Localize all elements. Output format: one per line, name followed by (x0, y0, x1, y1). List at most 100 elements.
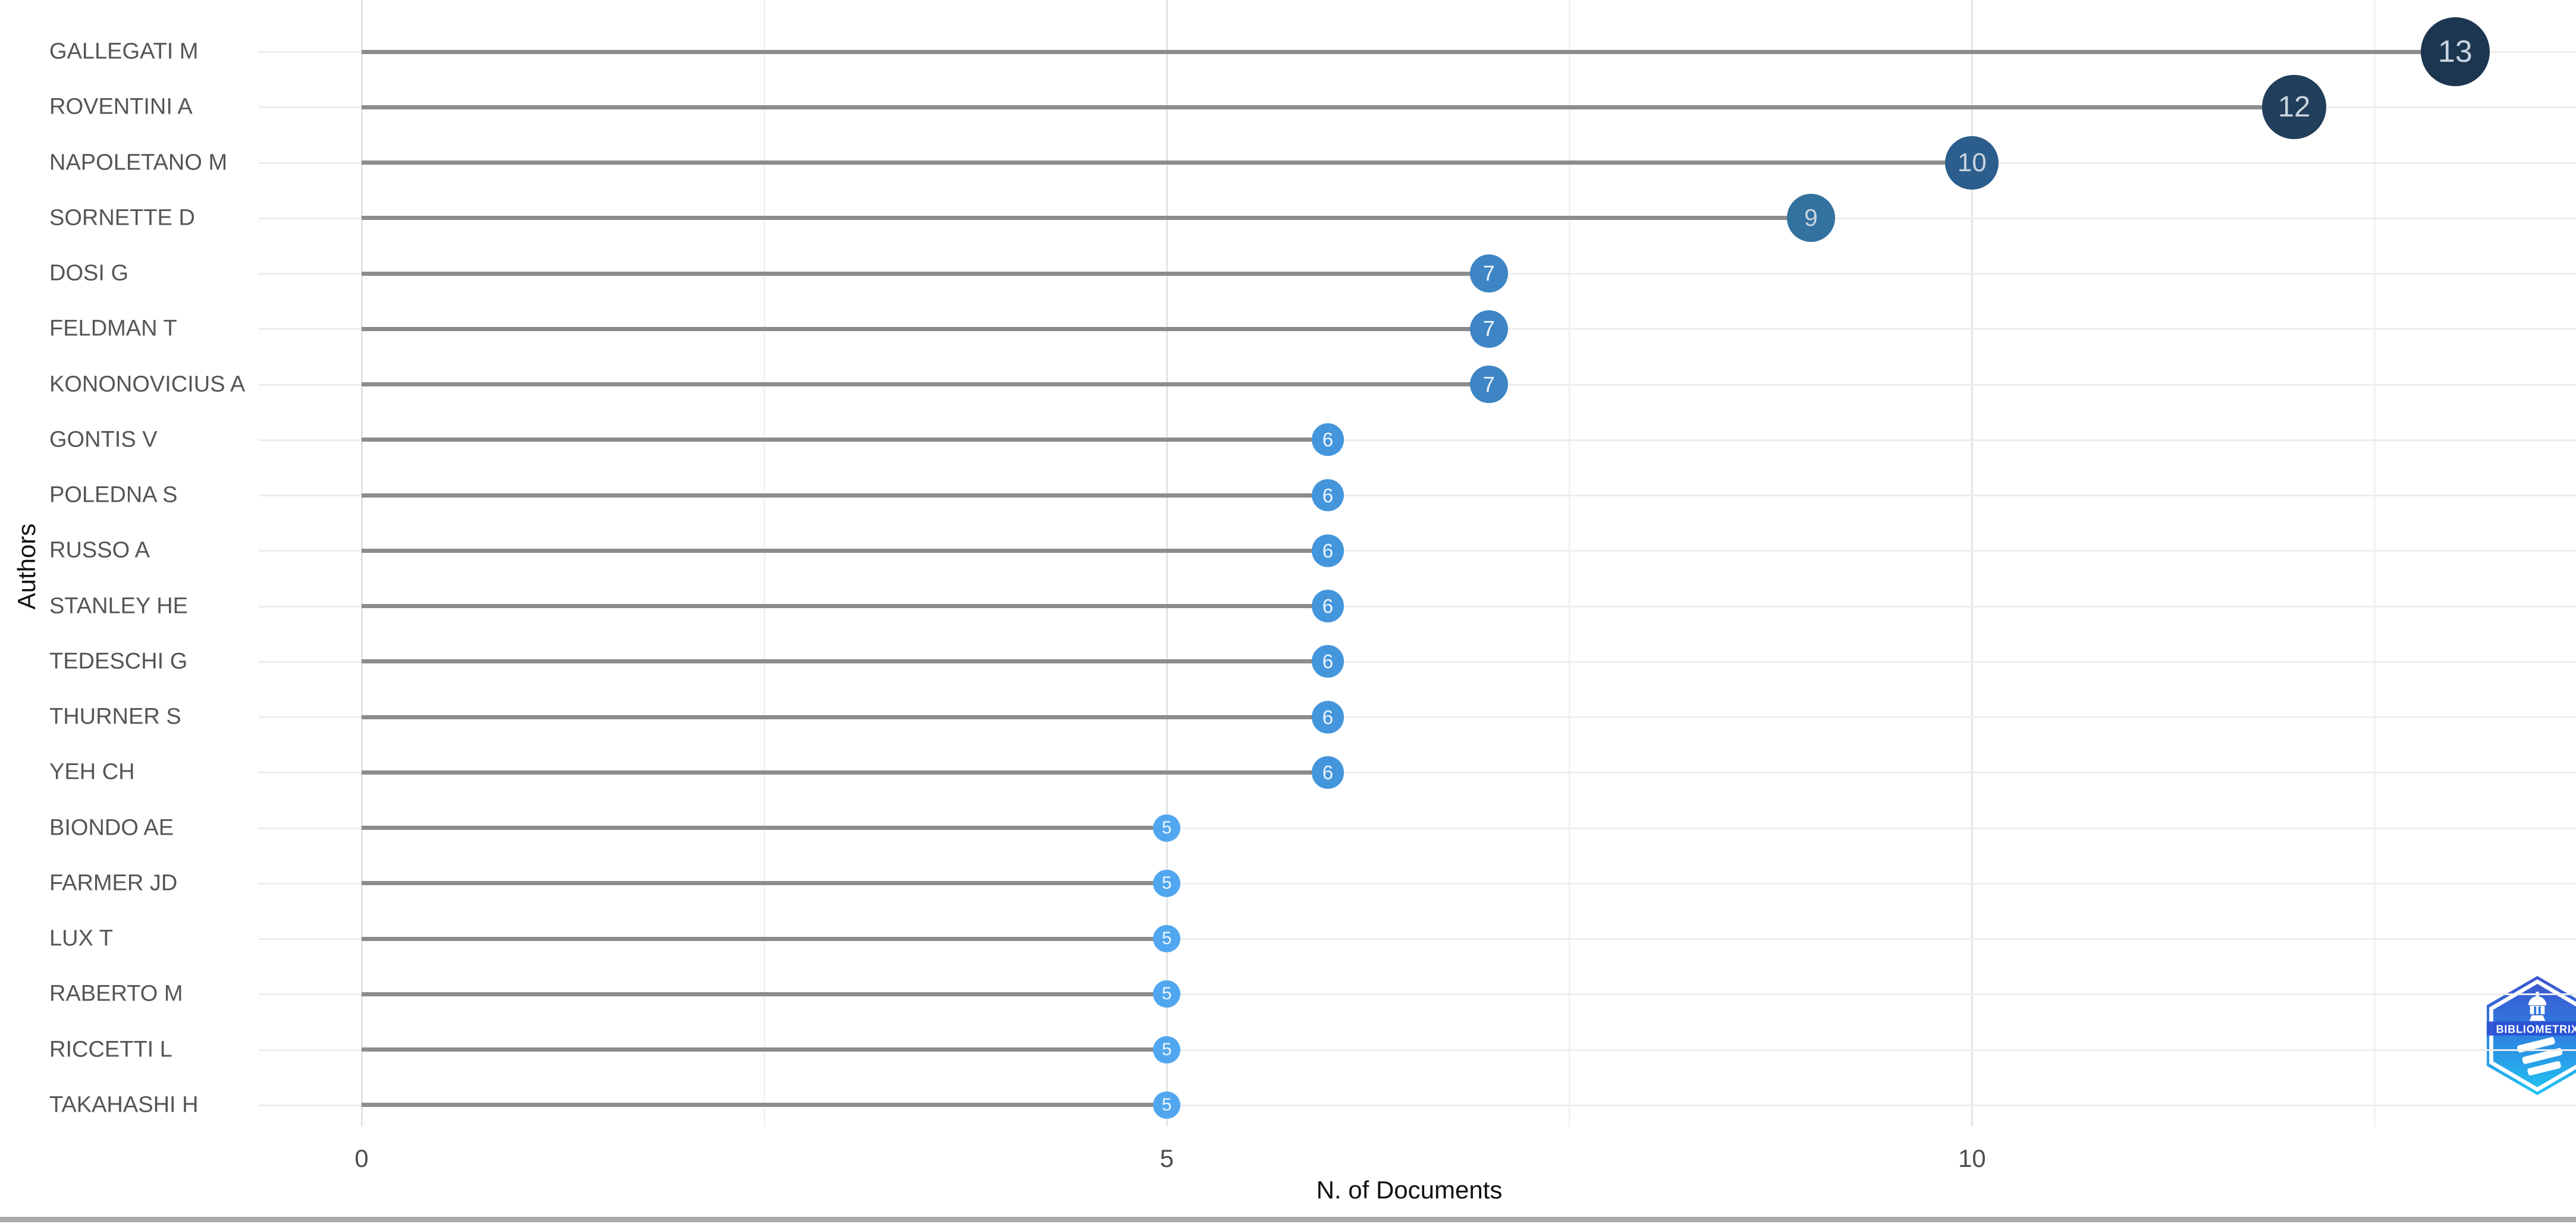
author-label: RUSSO A (49, 537, 150, 563)
lollipop-stem (362, 604, 1328, 609)
lollipop-stem (362, 1103, 1167, 1107)
value-dot[interactable]: 7 (1470, 365, 1508, 404)
author-label: RICCETTI L (49, 1037, 172, 1062)
author-label: GONTIS V (49, 427, 158, 452)
author-label: FELDMAN T (49, 316, 177, 341)
logo-wordmark: BIBLIOMETRIX (2496, 1023, 2576, 1035)
value-dot-text: 9 (1804, 204, 1818, 232)
lollipop-stem (362, 216, 1811, 221)
author-label: BIONDO AE (49, 815, 174, 841)
value-dot[interactable]: 5 (1153, 1036, 1181, 1063)
bibliometrix-logo: BIBLIOMETRIX (2486, 976, 2576, 1096)
row-gridline (259, 882, 2576, 885)
author-label: TEDESCHI G (49, 649, 188, 674)
lollipop-stem (362, 438, 1328, 442)
row-gridline (259, 605, 2576, 608)
lollipop-stem (362, 936, 1167, 941)
author-label: RABERTO M (49, 981, 183, 1006)
horizontal-scrollbar-thumb[interactable] (0, 1217, 2576, 1222)
value-dot-text: 5 (1161, 984, 1172, 1004)
row-gridline (259, 1049, 2576, 1051)
value-dot-text: 6 (1322, 595, 1334, 618)
value-dot[interactable]: 5 (1153, 869, 1181, 897)
value-dot-text: 13 (2437, 34, 2473, 69)
x-tick-label: 10 (1958, 1144, 1986, 1172)
value-dot[interactable]: 6 (1311, 423, 1344, 457)
lollipop-stem (362, 715, 1328, 719)
row-gridline (259, 495, 2576, 497)
value-dot[interactable]: 5 (1153, 925, 1181, 953)
value-dot[interactable]: 6 (1311, 534, 1344, 567)
value-dot-text: 5 (1161, 929, 1172, 949)
gridline-minor-vertical (764, 0, 766, 1127)
x-tick-label: 0 (354, 1144, 369, 1172)
gridline-major-vertical (361, 0, 363, 1127)
lighthouse-dome (2528, 996, 2547, 1005)
value-dot-text: 6 (1322, 706, 1334, 728)
value-dot[interactable]: 12 (2262, 75, 2326, 140)
lollipop-stem (362, 49, 2455, 54)
lollipop-stem (362, 271, 1489, 276)
value-dot[interactable]: 7 (1470, 254, 1508, 292)
author-label: NAPOLETANO M (49, 150, 228, 175)
horizontal-scrollbar-track[interactable] (0, 1215, 2576, 1224)
value-dot-text: 6 (1322, 484, 1334, 506)
value-dot-text: 6 (1322, 650, 1334, 673)
value-dot[interactable]: 9 (1786, 194, 1836, 243)
value-dot[interactable]: 5 (1153, 814, 1181, 842)
value-dot[interactable]: 6 (1311, 479, 1344, 512)
value-dot-text: 5 (1161, 1039, 1172, 1059)
row-gridline (259, 993, 2576, 996)
value-dot-text: 10 (1957, 147, 1987, 177)
row-gridline (259, 772, 2576, 774)
author-label: POLEDNA S (49, 482, 178, 508)
value-dot[interactable]: 6 (1311, 590, 1344, 622)
author-label: TAKAHASHI H (49, 1092, 199, 1118)
x-axis-title: N. of Documents (1316, 1176, 1503, 1204)
lollipop-stem (362, 1047, 1167, 1052)
author-label: DOSI G (49, 260, 129, 286)
row-gridline (259, 660, 2576, 663)
lollipop-stem (362, 659, 1328, 664)
gridline-minor-vertical (2374, 0, 2376, 1127)
value-dot-text: 5 (1161, 873, 1172, 893)
value-dot-text: 7 (1482, 372, 1495, 397)
lollipop-stem (362, 105, 2294, 109)
author-label: THURNER S (49, 704, 181, 729)
value-dot-text: 12 (2277, 90, 2311, 123)
gridline-major-vertical (1971, 0, 1974, 1127)
value-dot[interactable]: 5 (1153, 1091, 1181, 1119)
lollipop-stem (362, 382, 1489, 387)
lighthouse-lamp (2530, 1005, 2545, 1015)
x-tick-label: 5 (1160, 1144, 1174, 1172)
author-label: ROVENTINI A (49, 94, 193, 119)
value-dot[interactable]: 5 (1153, 980, 1181, 1008)
value-dot-text: 6 (1322, 539, 1334, 562)
value-dot-text: 6 (1322, 429, 1334, 451)
value-dot-text: 6 (1322, 761, 1334, 784)
author-label: LUX T (49, 926, 114, 951)
value-dot[interactable]: 6 (1311, 700, 1344, 734)
author-label: STANLEY HE (49, 593, 189, 619)
author-label: KONONOVICIUS A (49, 372, 246, 397)
lollipop-stem (362, 493, 1328, 498)
row-gridline (259, 1104, 2576, 1106)
row-gridline (259, 827, 2576, 829)
gridline-major-vertical (1166, 0, 1168, 1127)
value-dot[interactable]: 13 (2420, 17, 2490, 87)
lollipop-stem (362, 881, 1167, 886)
author-label: SORNETTE D (49, 205, 195, 231)
logo-text-band (2486, 1021, 2576, 1036)
value-dot-text: 5 (1161, 817, 1172, 838)
lollipop-stem (362, 326, 1489, 331)
value-dot[interactable]: 10 (1945, 136, 1999, 190)
value-dot[interactable]: 7 (1470, 310, 1508, 348)
lighthouse-tower (2529, 1015, 2546, 1021)
lollipop-stem (362, 770, 1328, 775)
value-dot[interactable]: 6 (1311, 645, 1344, 678)
lollipop-stem (362, 826, 1167, 830)
value-dot-text: 5 (1161, 1094, 1172, 1115)
value-dot[interactable]: 6 (1311, 756, 1344, 789)
author-label: FARMER JD (49, 870, 178, 896)
